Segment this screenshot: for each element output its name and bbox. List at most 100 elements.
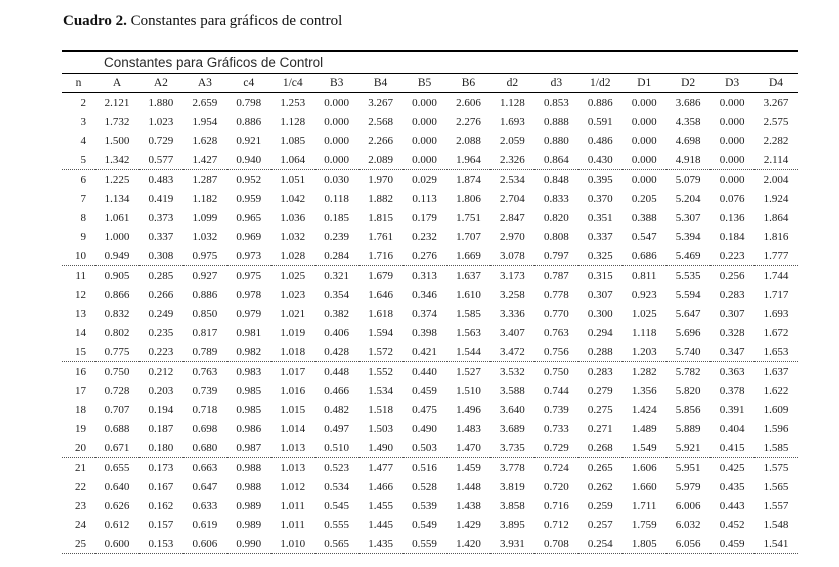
cell-d3: 0.750 [543, 365, 569, 378]
cell-n: 3 [80, 115, 87, 128]
cell-b4: 1.455 [368, 499, 393, 512]
cell-d2: 3.258 [500, 288, 525, 301]
cell-d3: 0.864 [534, 150, 579, 170]
cell-1-c4: 1.011 [280, 499, 305, 512]
cell-1-d2: 0.325 [578, 246, 623, 266]
cell-d1: 0.923 [631, 288, 657, 301]
cell-b4: 1.572 [358, 342, 403, 362]
cell-n: 7 [80, 192, 87, 205]
cell-b3: 0.448 [324, 365, 350, 378]
cell-d3: 0.435 [719, 480, 745, 493]
cell-1-c4: 1.028 [270, 246, 315, 266]
control-chart-constants-table: Constantes para Gráficos de Control n A A2… [62, 50, 798, 554]
cell-d4: 1.575 [763, 461, 789, 474]
cell-a3: 0.850 [192, 307, 218, 320]
cell-d2: 3.472 [490, 342, 535, 362]
table-column-header-row: n A A2 A3 c4 1/c4 B3 B4 B5 B6 d2 d3 1/d2 D1 D2 D3 D4 [62, 73, 798, 93]
table-body: 2 2.121 1.880 2.659 0.798 1.253 0.000 3.267 0.00… [62, 93, 798, 554]
cell-c4: 0.952 [236, 173, 262, 186]
column-header-1-c4: 1/c4 [270, 73, 315, 93]
cell-1-d2: 0.294 [587, 326, 613, 339]
cell-b6: 1.874 [456, 173, 481, 186]
cell-1-d2: 0.486 [587, 134, 613, 147]
cell-c4: 0.987 [226, 438, 271, 458]
cell-a3: 0.698 [192, 422, 218, 435]
cell-b3: 0.555 [324, 518, 350, 531]
cell-d3: 0.720 [543, 480, 569, 493]
table-row-n-9: 9 1.000 0.337 1.032 0.969 1.032 0.239 1.761 0.23… [62, 227, 798, 246]
cell-1-c4: 1.016 [280, 384, 306, 397]
cell-d4: 1.924 [763, 192, 789, 205]
column-header-d2: d2 [490, 73, 535, 93]
cell-a: 1.732 [104, 115, 130, 128]
cell-d2: 2.847 [500, 211, 525, 224]
cell-b5: 0.113 [412, 192, 437, 205]
table-row-n-8: 8 1.061 0.373 1.099 0.965 1.036 0.185 1.815 0.17… [62, 208, 798, 227]
cell-c4: 0.988 [236, 480, 262, 493]
cell-d2: 6.006 [675, 499, 701, 512]
cell-b4: 1.679 [368, 269, 393, 282]
table-row-n-22: 22 0.640 0.167 0.647 0.988 1.012 0.534 1.466 0.5… [62, 477, 798, 496]
cell-d4: 1.565 [763, 480, 789, 493]
cell-d2: 5.647 [675, 307, 701, 320]
table-row-n-2: 2 2.121 1.880 2.659 0.798 1.253 0.000 3.267 0.00… [62, 93, 798, 113]
cell-d3: 0.708 [534, 534, 579, 554]
cell-a2: 0.266 [148, 288, 174, 301]
cell-c4: 0.982 [226, 342, 271, 362]
cell-1-c4: 1.018 [270, 342, 315, 362]
cell-b3: 0.428 [314, 342, 359, 362]
cell-a: 1.061 [104, 211, 130, 224]
cell-a2: 0.162 [148, 499, 174, 512]
cell-a3: 0.647 [192, 480, 218, 493]
cell-d2: 2.326 [490, 150, 535, 170]
cell-a: 0.802 [104, 326, 130, 339]
cell-1-c4: 1.064 [270, 150, 315, 170]
cell-b6: 2.276 [456, 115, 481, 128]
cell-b6: 1.669 [446, 246, 491, 266]
cell-d2: 5.820 [675, 384, 701, 397]
cell-n: 24 [75, 518, 86, 531]
table-row-n-3: 3 1.732 1.023 1.954 0.886 1.128 0.000 2.568 0.00… [62, 112, 798, 131]
table-group-header-row: Constantes para Gráficos de Control [62, 50, 798, 74]
cell-1-d2: 0.275 [587, 403, 613, 416]
cell-b5: 0.179 [412, 211, 437, 224]
table-row-n-12: 12 0.866 0.266 0.886 0.978 1.023 0.354 1.646 0.3… [62, 285, 798, 304]
cell-d2: 5.889 [675, 422, 701, 435]
cell-1-c4: 1.013 [270, 438, 315, 458]
cell-a3: 1.628 [192, 134, 218, 147]
cell-1-d2: 0.886 [587, 96, 613, 109]
cell-b4: 1.646 [368, 288, 393, 301]
cell-a: 0.612 [104, 518, 130, 531]
cell-a2: 0.235 [148, 326, 174, 339]
cell-a2: 0.308 [138, 246, 183, 266]
cell-1-d2: 0.265 [587, 461, 613, 474]
cell-n: 9 [80, 230, 87, 243]
table-row-n-25: 25 0.600 0.153 0.606 0.990 1.010 0.565 1.435 0.5… [62, 534, 798, 554]
cell-b5: 0.313 [412, 269, 437, 282]
table-row-n-7: 7 1.134 0.419 1.182 0.959 1.042 0.118 1.882 0.11… [62, 189, 798, 208]
column-header-d3: d3 [534, 73, 579, 93]
cell-b4: 1.534 [368, 384, 393, 397]
cell-c4: 0.886 [236, 115, 262, 128]
cell-d3: 0.833 [543, 192, 569, 205]
cell-c4: 0.979 [236, 307, 262, 320]
cell-d3: 0.307 [719, 307, 745, 320]
cell-b3: 0.000 [324, 115, 350, 128]
cell-d4: 1.653 [754, 342, 798, 362]
table-row-n-13: 13 0.832 0.249 0.850 0.979 1.021 0.382 1.618 0.3… [62, 304, 798, 323]
cell-a3: 2.659 [192, 96, 218, 109]
cell-b6: 1.806 [456, 192, 481, 205]
cell-a3: 0.927 [192, 269, 218, 282]
cell-1-c4: 1.014 [280, 422, 306, 435]
cell-1-d2: 0.591 [587, 115, 613, 128]
cell-d4: 1.717 [763, 288, 789, 301]
cell-b4: 1.716 [358, 246, 403, 266]
column-header-d3: D3 [710, 73, 755, 93]
cell-a3: 0.975 [182, 246, 227, 266]
cell-b5: 0.549 [412, 518, 437, 531]
cell-1-d2: 0.257 [587, 518, 613, 531]
cell-b4: 2.568 [368, 115, 393, 128]
cell-1-c4: 1.085 [280, 134, 306, 147]
table-row-n-5: 5 1.342 0.577 1.427 0.940 1.064 0.000 2.089 0.00… [62, 150, 798, 170]
cell-d2: 3.407 [500, 326, 525, 339]
